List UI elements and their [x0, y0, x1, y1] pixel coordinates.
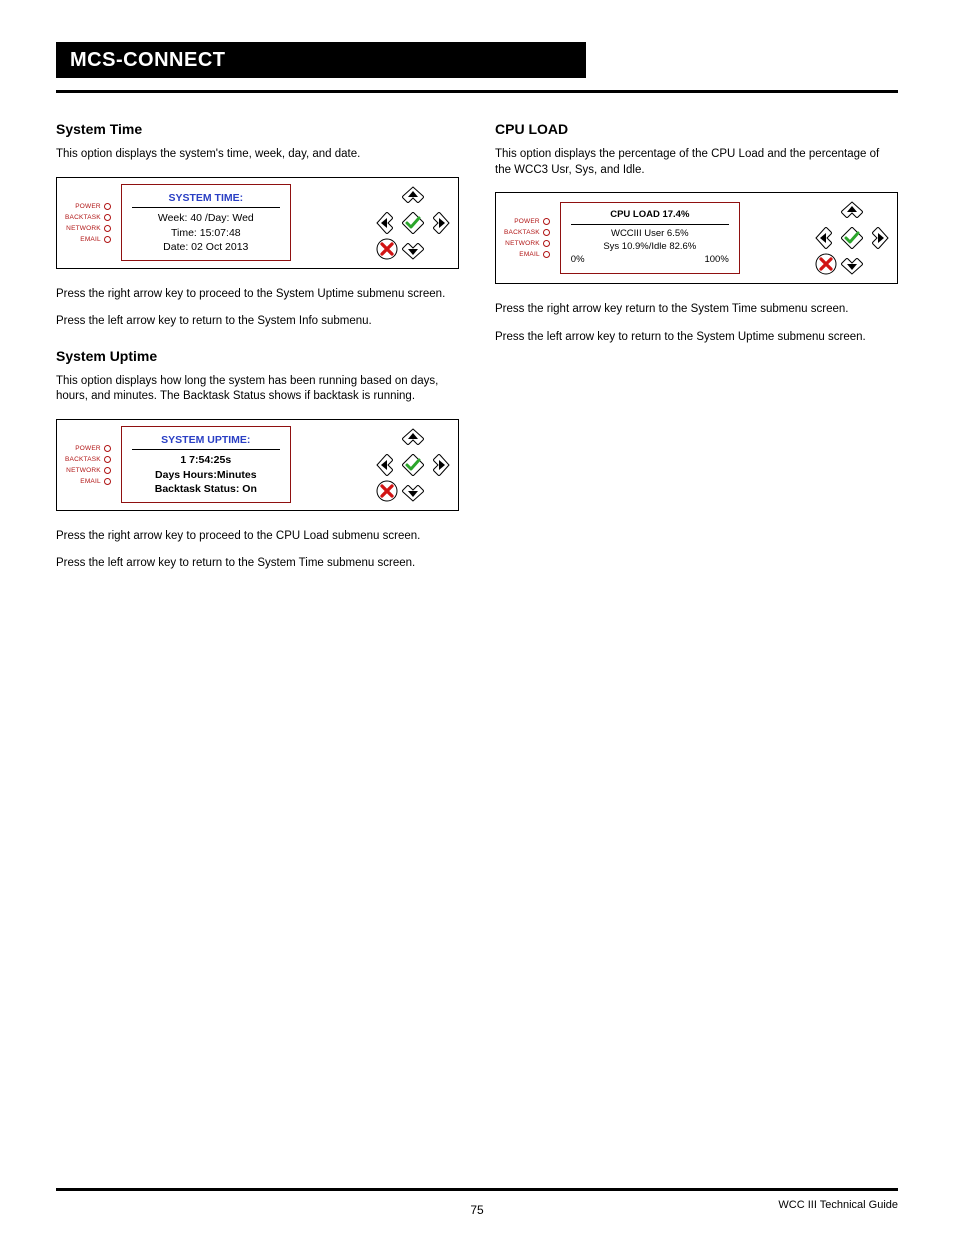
led-column: POWER BACKTASK NETWORK EMAIL: [63, 199, 113, 247]
led-column: POWER BACKTASK NETWORK EMAIL: [63, 441, 113, 489]
nav-right-button[interactable]: [428, 454, 450, 476]
lcd-line: Date: 02 Oct 2013: [163, 240, 248, 254]
device-panel-system-uptime: POWER BACKTASK NETWORK EMAIL SYSTEM UPTI…: [56, 419, 459, 511]
nav-left-button[interactable]: [376, 454, 398, 476]
right-column: CPU LOAD This option displays the percen…: [495, 121, 898, 584]
nav-cancel-button[interactable]: [815, 253, 837, 275]
led-indicator: [543, 229, 550, 236]
text-nav-left: Press the left arrow key to return to th…: [56, 314, 459, 330]
left-column: System Time This option displays the sys…: [56, 121, 459, 584]
nav-pad: [374, 184, 452, 262]
led-indicator: [543, 240, 550, 247]
lcd-rule: [571, 224, 729, 225]
heading-system-time: System Time: [56, 121, 459, 137]
lcd-line: Time: 15:07:48: [171, 226, 241, 240]
lcd-title: SYSTEM UPTIME:: [161, 433, 250, 447]
lcd-title: CPU LOAD 17.4%: [610, 209, 689, 222]
led-network: NETWORK: [504, 240, 550, 247]
led-indicator: [104, 225, 111, 232]
nav-up-button[interactable]: [841, 201, 863, 223]
text-nav-right: Press the right arrow key to proceed to …: [56, 529, 459, 545]
two-column-layout: System Time This option displays the sys…: [56, 121, 898, 584]
led-email: EMAIL: [65, 236, 111, 243]
text-nav-left: Press the left arrow key to return to th…: [56, 556, 459, 572]
nav-down-button[interactable]: [402, 480, 424, 502]
nav-left-button[interactable]: [376, 212, 398, 234]
heading-cpu-load: CPU LOAD: [495, 121, 898, 137]
lcd-line: Week: 40 /Day: Wed: [158, 211, 254, 225]
device-panel-system-time: POWER BACKTASK NETWORK EMAIL SYSTEM TIME…: [56, 177, 459, 269]
nav-right-button[interactable]: [428, 212, 450, 234]
nav-up-button[interactable]: [402, 186, 424, 208]
scale-min: 0%: [571, 254, 585, 267]
text-cpuload-desc: This option displays the percentage of t…: [495, 147, 898, 178]
led-indicator: [104, 214, 111, 221]
led-backtask: BACKTASK: [65, 214, 111, 221]
scale-max: 100%: [704, 254, 728, 267]
led-indicator: [104, 236, 111, 243]
led-column: POWER BACKTASK NETWORK EMAIL: [502, 214, 552, 262]
rule-top: [56, 90, 898, 93]
lcd-line: Sys 10.9%/Idle 82.6%: [603, 241, 696, 254]
led-backtask: BACKTASK: [504, 229, 550, 236]
led-power: POWER: [65, 203, 111, 210]
footer-rule: [56, 1188, 898, 1191]
led-indicator: [104, 456, 111, 463]
nav-ok-button[interactable]: [841, 227, 863, 249]
nav-ok-button[interactable]: [402, 212, 424, 234]
text-system-time-desc: This option displays the system's time, …: [56, 147, 459, 163]
lcd-line: WCCIII User 6.5%: [611, 228, 689, 241]
led-power: POWER: [65, 445, 111, 452]
heading-system-uptime: System Uptime: [56, 348, 459, 364]
text-uptime-desc: This option displays how long the system…: [56, 374, 459, 405]
lcd-screen: CPU LOAD 17.4% WCCIII User 6.5% Sys 10.9…: [560, 202, 740, 273]
device-panel-cpu-load: POWER BACKTASK NETWORK EMAIL CPU LOAD 17…: [495, 192, 898, 284]
lcd-line: 1 7:54:25s: [180, 453, 231, 467]
nav-pad: [374, 426, 452, 504]
led-indicator: [543, 218, 550, 225]
led-power: POWER: [504, 218, 550, 225]
lcd-scale-line: 0% 100%: [571, 254, 729, 267]
page-content: MCS-CONNECT System Time This option disp…: [0, 0, 954, 584]
nav-right-button[interactable]: [867, 227, 889, 249]
lcd-title: SYSTEM TIME:: [168, 191, 243, 205]
nav-down-button[interactable]: [841, 253, 863, 275]
nav-ok-button[interactable]: [402, 454, 424, 476]
led-indicator: [104, 467, 111, 474]
lcd-rule: [132, 207, 280, 208]
led-network: NETWORK: [65, 467, 111, 474]
text-nav-right: Press the right arrow key return to the …: [495, 302, 898, 318]
led-indicator: [104, 445, 111, 452]
led-email: EMAIL: [504, 251, 550, 258]
led-indicator: [543, 251, 550, 258]
lcd-screen: SYSTEM TIME: Week: 40 /Day: Wed Time: 15…: [121, 184, 291, 261]
header-black-bar: MCS-CONNECT: [56, 42, 586, 78]
led-indicator: [104, 203, 111, 210]
led-indicator: [104, 478, 111, 485]
nav-up-button[interactable]: [402, 428, 424, 450]
lcd-line: Backtask Status: On: [155, 482, 257, 496]
nav-cancel-button[interactable]: [376, 480, 398, 502]
lcd-screen: SYSTEM UPTIME: 1 7:54:25s Days Hours:Min…: [121, 426, 291, 503]
nav-pad: [813, 199, 891, 277]
nav-left-button[interactable]: [815, 227, 837, 249]
nav-down-button[interactable]: [402, 238, 424, 260]
nav-cancel-button[interactable]: [376, 238, 398, 260]
lcd-rule: [132, 449, 280, 450]
led-network: NETWORK: [65, 225, 111, 232]
led-backtask: BACKTASK: [65, 456, 111, 463]
text-nav-right: Press the right arrow key to proceed to …: [56, 287, 459, 303]
led-email: EMAIL: [65, 478, 111, 485]
lcd-line: Days Hours:Minutes: [155, 468, 257, 482]
text-nav-left: Press the left arrow key to return to th…: [495, 330, 898, 346]
footer-guide-title: WCC III Technical Guide: [778, 1199, 898, 1211]
